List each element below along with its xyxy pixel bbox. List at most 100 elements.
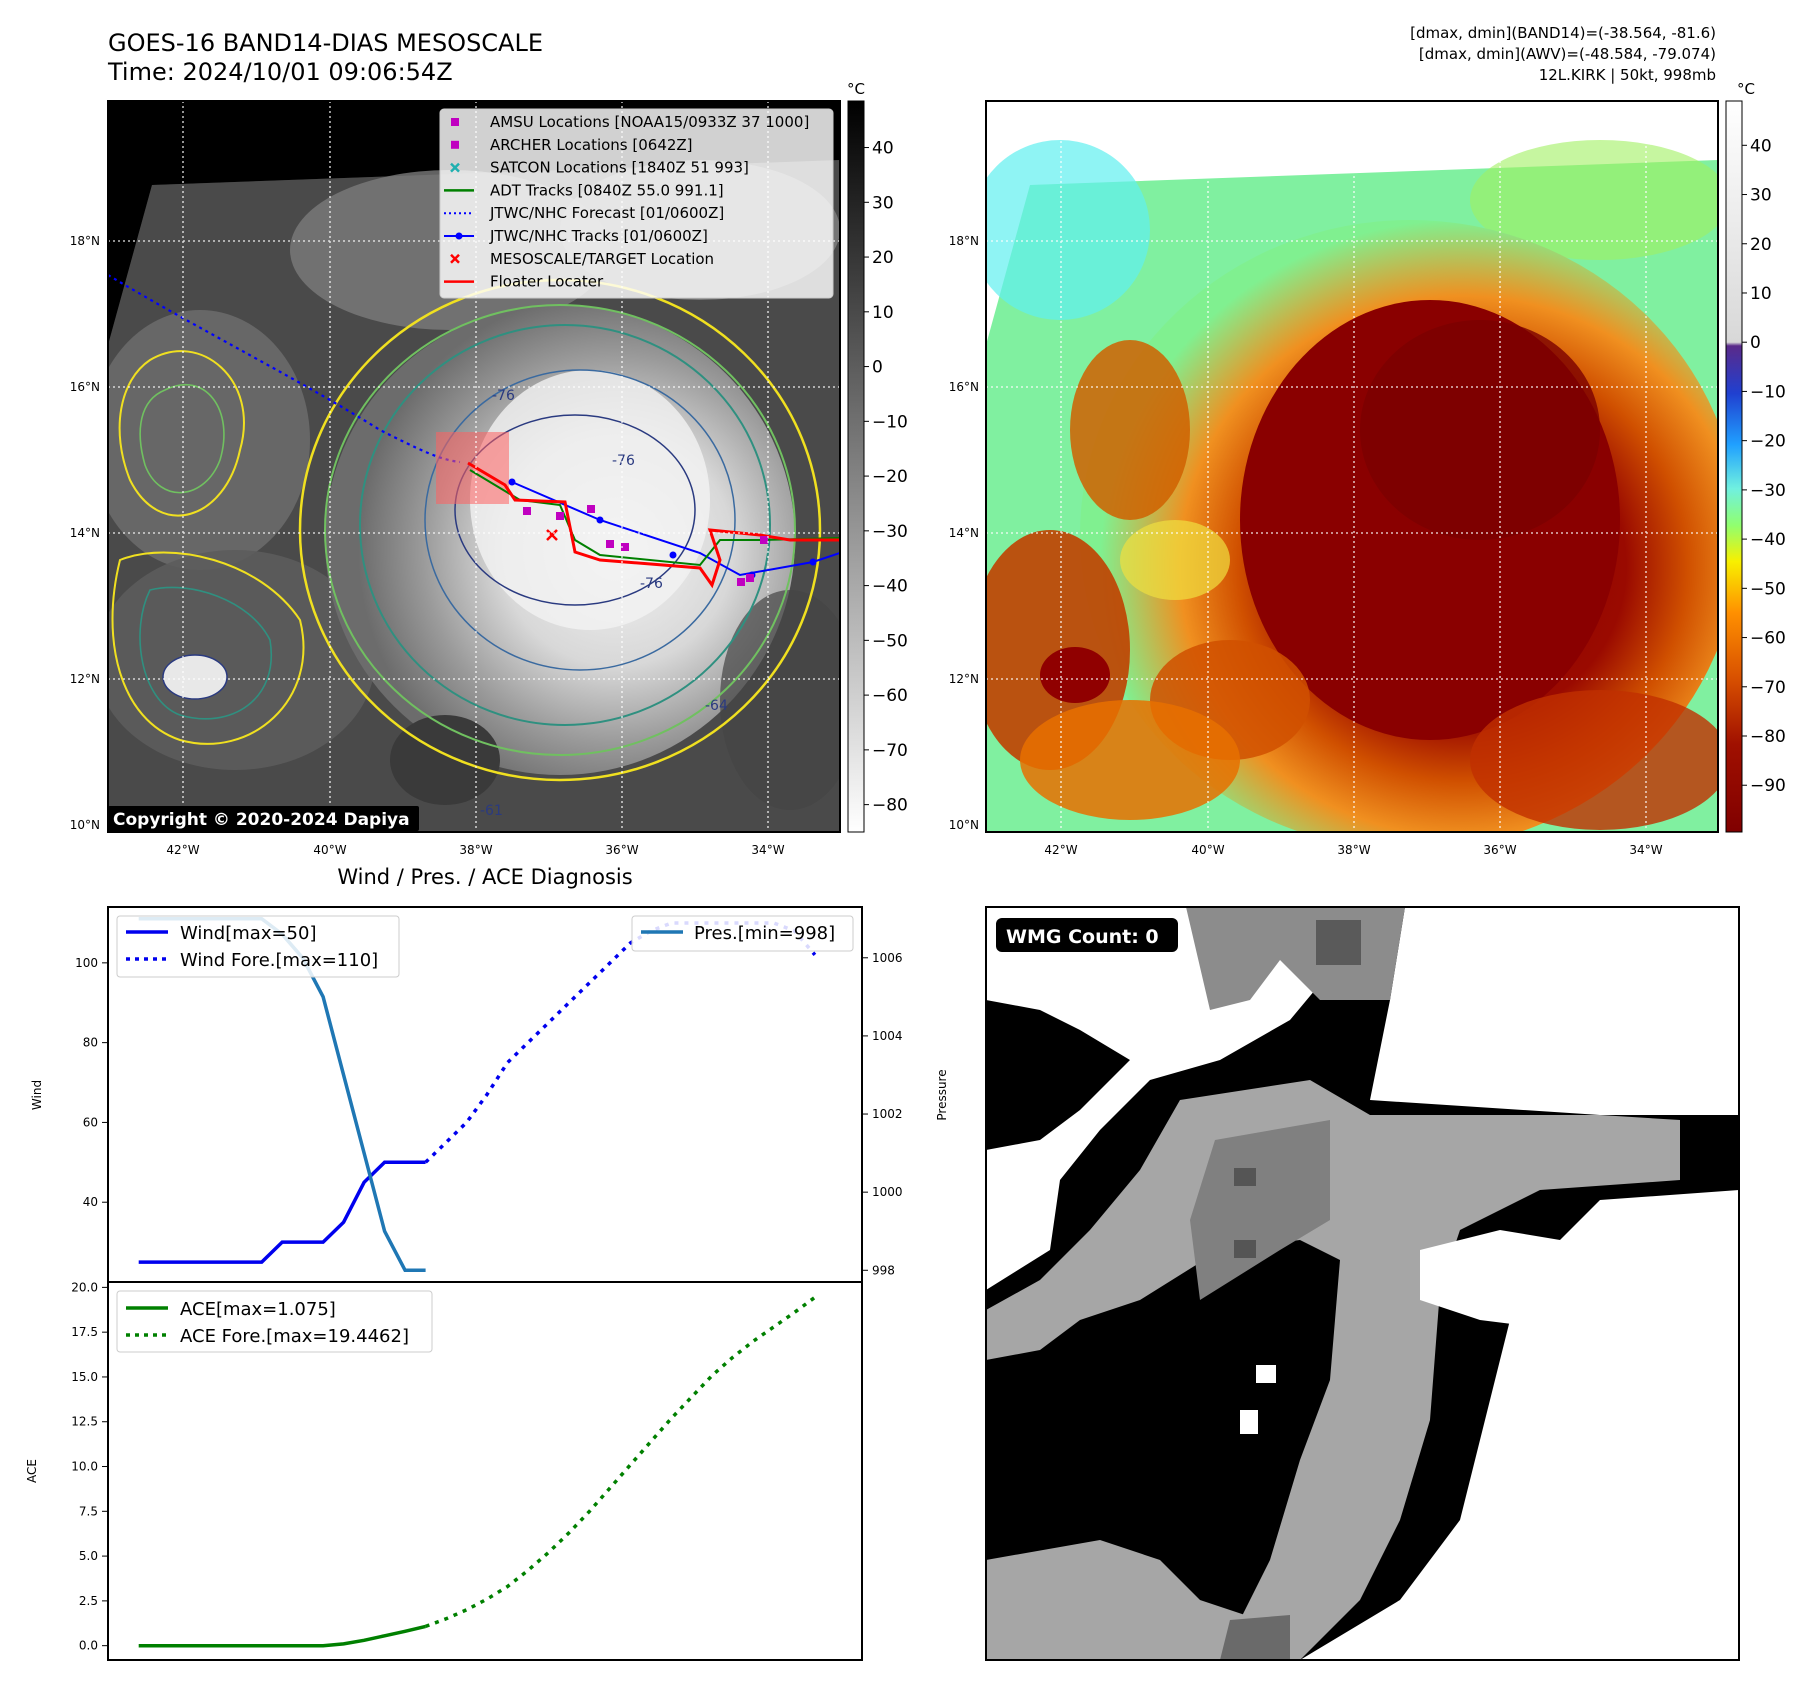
colorbar-tick-label: −60 [1750, 629, 1786, 649]
colorbar-tick-label: 0 [872, 358, 883, 378]
legend-label: MESOSCALE/TARGET Location [490, 250, 714, 268]
colorbar-tick-label: −90 [1750, 776, 1786, 796]
colorbar-tick-label: −10 [872, 412, 908, 432]
legend-item: JTWC/NHC Forecast [01/0600Z] [444, 204, 724, 222]
pressure-tick-label: 1000 [872, 1185, 903, 1199]
copyright-text: Copyright © 2020-2024 Dapiya [113, 810, 410, 830]
colorbar-tick-label: −50 [1750, 579, 1786, 599]
colorbar-tick-label: 40 [872, 139, 894, 159]
lat-label: 14°N [70, 526, 100, 540]
colorbar-unit: °C [1737, 80, 1755, 98]
legend-item: JTWC/NHC Tracks [01/0600Z] [444, 227, 708, 245]
lat-label: 12°N [949, 672, 979, 686]
legend-item: MESOSCALE/TARGET Location [450, 250, 714, 268]
contour-label: -76 [640, 576, 663, 592]
ace-tick-label: 15.0 [71, 1370, 98, 1384]
legend-ace: ACE[max=1.075] [180, 1299, 336, 1320]
colorbar-tick-label: −40 [872, 577, 908, 597]
pressure-tick-label: 998 [872, 1263, 895, 1277]
wind-pressure-plot: Wind Pressure 100 80 60 40 1006 1004 1002 1000… [30, 906, 949, 1283]
diagnosis-title: Wind / Pres. / ACE Diagnosis [337, 865, 632, 889]
lon-label: 34°W [751, 843, 784, 857]
legend-label: ADT Tracks [0840Z 55.0 991.1] [490, 181, 724, 199]
contour-label: -64 [705, 698, 728, 714]
legend-x-marker [450, 253, 460, 264]
colorbar-tick-label: 20 [1750, 235, 1772, 255]
colorbar-tick-label: −80 [872, 796, 908, 816]
legend-item: AMSU Locations [NOAA15/0933Z 37 1000] [451, 113, 809, 131]
figure-title-line2: Time: 2024/10/01 09:06:54Z [107, 58, 453, 86]
info-line-storm: 12L.KIRK | 50kt, 998mb [1539, 66, 1716, 84]
colorbar-tick-label: −70 [872, 741, 908, 761]
colorbar-tick-label: 0 [1750, 333, 1761, 353]
colorbar-tick-label: 20 [872, 248, 894, 268]
ace-tick-label: 12.5 [71, 1415, 98, 1429]
ace-tick-label: 20.0 [71, 1280, 98, 1294]
legend-label: JTWC/NHC Forecast [01/0600Z] [489, 204, 724, 222]
track-legend: AMSU Locations [NOAA15/0933Z 37 1000] ARC… [439, 108, 834, 299]
contour-label: -76 [612, 453, 635, 469]
lon-label: 40°W [313, 843, 346, 857]
colorbar-tick-label: −50 [872, 631, 908, 651]
lon-label: 40°W [1191, 843, 1224, 857]
contour-label: -76 [492, 388, 515, 404]
colorbar-unit: °C [847, 80, 865, 98]
legend-label: AMSU Locations [NOAA15/0933Z 37 1000] [490, 113, 809, 131]
series-line [138, 1160, 426, 1264]
pressure-tick-label: 1004 [872, 1029, 903, 1043]
lat-label: 10°N [70, 818, 100, 832]
contour-label: -61 [480, 803, 503, 819]
legend-label: JTWC/NHC Tracks [01/0600Z] [489, 227, 708, 245]
legend-ace-forecast: ACE Fore.[max=19.4462] [180, 1326, 409, 1347]
colorbar-tick-label: −60 [872, 686, 908, 706]
lon-label: 42°W [166, 843, 199, 857]
figure-title-line1: GOES-16 BAND14-DIAS MESOSCALE [108, 29, 543, 57]
colorbar-grayscale: °C 40 30 20 10 0 −10 −20 −30 −40 −50 −60 −70 −80 [847, 80, 908, 833]
lat-label: 14°N [949, 526, 979, 540]
colorbar-color: °C 40 30 20 10 0 −10 −20 −30 −40 −50 −60 −70 −80 −90 [1725, 80, 1786, 833]
legend-label: SATCON Locations [1840Z 51 993] [490, 159, 749, 177]
lat-label: 12°N [70, 672, 100, 686]
lon-label: 34°W [1629, 843, 1662, 857]
wind-tick-label: 80 [83, 1036, 98, 1050]
ace-tick-label: 17.5 [71, 1325, 98, 1339]
legend-item: SATCON Locations [1840Z 51 993] [450, 159, 749, 177]
lat-label: 10°N [949, 818, 979, 832]
legend-square-marker [451, 118, 459, 126]
ace-axis-label: ACE [25, 1459, 39, 1483]
legend-dot-marker [455, 232, 463, 240]
wind-axis-label: Wind [30, 1080, 44, 1110]
series-line [138, 1624, 427, 1648]
lat-label: 16°N [949, 380, 979, 394]
colorbar-tick-label: −20 [1750, 432, 1786, 452]
lat-label: 16°N [70, 380, 100, 394]
info-line-awv: [dmax, dmin](AWV)=(-48.584, -79.074) [1419, 45, 1716, 63]
colorbar-tick-label: 10 [1750, 284, 1772, 304]
ace-tick-label: 0.0 [79, 1639, 98, 1653]
legend-item: Floater Locater [444, 273, 604, 291]
ace-tick-label: 7.5 [79, 1504, 98, 1518]
colorbar-tick-label: −80 [1750, 727, 1786, 747]
ace-tick-label: 10.0 [71, 1460, 98, 1474]
colorbar-tick-label: −10 [1750, 382, 1786, 402]
lon-label: 38°W [459, 843, 492, 857]
lat-label: 18°N [70, 234, 100, 248]
pressure-axis-label: Pressure [935, 1069, 949, 1120]
legend-square-marker [451, 140, 459, 149]
colorbar-tick-label: −40 [1750, 530, 1786, 550]
legend-x-marker [450, 162, 460, 173]
legend-pressure: Pres.[min=998] [694, 923, 835, 944]
ace-plot: ACE 20.0 17.5 15.0 12.5 10.0 7.5 5.0 2.5 0.0 ACE… [25, 1280, 863, 1661]
lon-label: 36°W [1483, 843, 1516, 857]
colorbar-tick-label: −30 [872, 522, 908, 542]
info-line-band14: [dmax, dmin](BAND14)=(-38.564, -81.6) [1410, 24, 1716, 42]
ir-color-map [985, 100, 1719, 833]
legend-wind-forecast: Wind Fore.[max=110] [180, 950, 378, 971]
wmg-count-label: WMG Count: 0 [1006, 926, 1159, 948]
colorbar-tick-label: −30 [1750, 481, 1786, 501]
colorbar-tick-label: −70 [1750, 678, 1786, 698]
series-line [424, 1295, 816, 1629]
colorbar-tick-label: 30 [872, 193, 894, 213]
legend-label: ARCHER Locations [0642Z] [490, 136, 693, 154]
colorbar-tick-label: 30 [1750, 186, 1772, 206]
